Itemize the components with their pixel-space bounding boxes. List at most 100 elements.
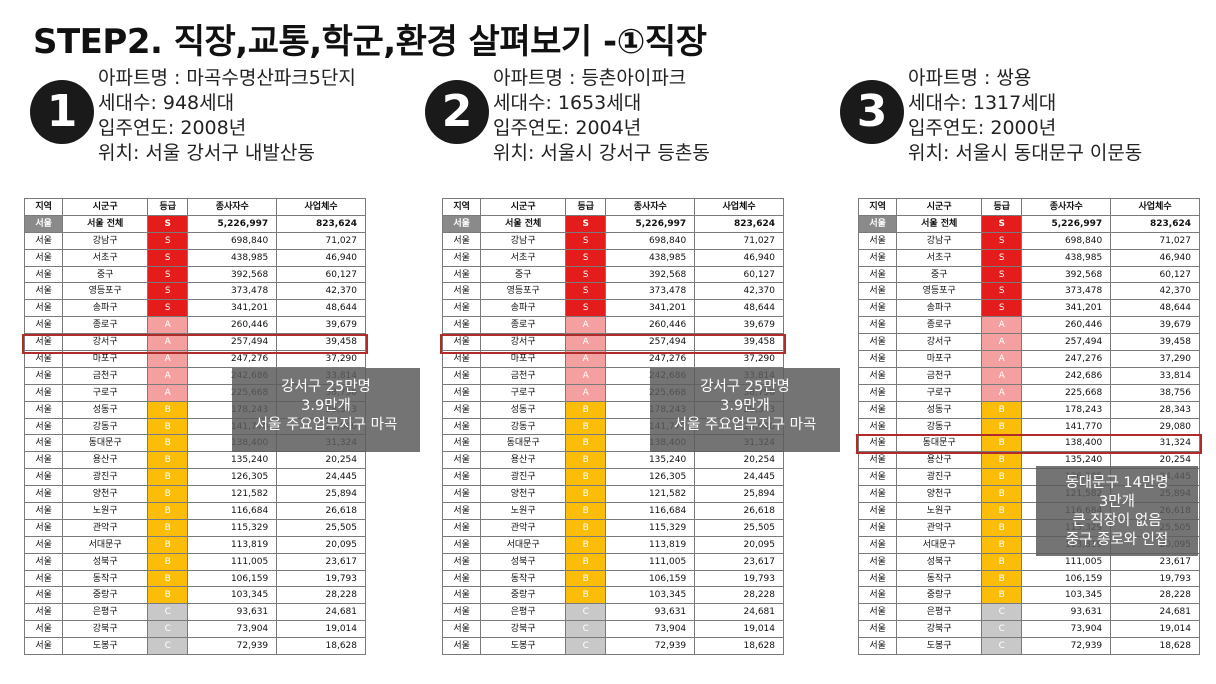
employee-count-cell: 72,939 [1021,637,1112,656]
grade-cell: S [565,299,607,318]
employee-count-cell: 135,240 [605,451,696,470]
business-count-cell: 19,793 [1110,569,1200,588]
business-count-cell: 37,290 [276,350,366,368]
table-row: 서울 서초구 S 438,985 46,940 [441,248,784,267]
employee-count-cell: 247,276 [1021,350,1112,368]
grade-cell: S [147,282,189,301]
district-cell: 은평구 [480,603,567,622]
region-cell: 서울 [857,552,898,571]
grade-cell: A [147,333,189,352]
employment-table-3: 지역 시군구 등급 종사자수 사업체수 서울 서울 전체 S 5,226,997 823,624 서… [857,198,1200,656]
region-cell: 서울 [23,552,64,571]
region-cell: 서울 [23,282,64,301]
grade-cell: B [981,535,1023,554]
apartment-name: 아파트명 : 등촌아이파크 [493,67,687,89]
business-count-cell: 19,014 [276,620,366,639]
district-cell: 서초구 [896,248,983,267]
region-cell: 서울 [23,586,64,605]
table-row: 서울 종로구 A 260,446 39,679 [441,316,784,335]
district-cell: 용산구 [896,451,983,470]
note-line: 동대문구 14만명 [1065,475,1169,491]
note-line: 서울 주요업무지구 마곡 [673,417,817,433]
district-cell: 서초구 [480,248,567,267]
district-cell: 중랑구 [480,586,567,605]
business-count-cell: 24,681 [1110,603,1200,622]
location: 위치: 서울 강서구 내발산동 [98,142,315,164]
employee-count-cell: 115,329 [187,518,278,537]
employee-count-cell: 392,568 [605,265,696,284]
district-cell: 은평구 [62,603,149,622]
grade-cell: S [565,282,607,301]
grade-cell: B [147,434,189,453]
table-header-row: 지역 시군구 등급 종사자수 사업체수 [23,198,366,216]
region-cell: 서울 [23,299,64,318]
district-cell: 금천구 [896,366,983,385]
district-cell: 강북구 [62,620,149,639]
grade-cell: C [147,637,189,656]
apartment-info-1: 1 아파트명 : 마곡수명산파크5단지 세대수: 948세대 입주연도: 200… [30,66,410,170]
district-cell: 동대문구 [62,434,149,453]
grade-cell: B [147,518,189,537]
region-cell: 서울 [857,282,898,301]
grade-cell: B [565,535,607,554]
business-count-cell: 48,644 [1110,299,1200,318]
district-cell: 용산구 [62,451,149,470]
note-line: 중구,종로와 인접 [1065,532,1169,548]
grade-cell: A [147,366,189,385]
grade-cell: B [565,502,607,520]
grade-cell: B [981,502,1023,520]
business-count-cell: 39,679 [1110,316,1200,335]
region-cell: 서울 [857,485,898,504]
employee-count-cell: 106,159 [1021,569,1112,588]
business-count-cell: 39,458 [1110,333,1200,352]
grade-cell: B [147,552,189,571]
grade-cell: C [565,620,607,639]
table-row: 서울 용산구 B 135,240 20,254 [23,451,366,470]
grade-cell: A [565,383,607,402]
business-count-cell: 23,617 [276,552,366,571]
grade-cell: B [565,552,607,571]
note-line: 강서구 25만명 [281,379,371,395]
table-row: 서울 마포구 A 247,276 37,290 [441,350,784,368]
district-cell: 관악구 [896,518,983,537]
district-cell: 강서구 [62,333,149,352]
district-cell: 성북구 [62,552,149,571]
district-cell: 노원구 [896,502,983,520]
district-cell: 송파구 [62,299,149,318]
table-row: 서울 서울 전체 S 5,226,997 823,624 [23,214,366,233]
employee-count-cell: 373,478 [187,282,278,301]
employee-count-cell: 178,243 [1021,400,1112,419]
grade-cell: C [981,620,1023,639]
grade-cell: S [147,265,189,284]
region-cell: 서울 [857,333,898,352]
district-cell: 관악구 [62,518,149,537]
region-cell: 서울 [23,535,64,554]
employee-count-cell: 106,159 [605,569,696,588]
column-header: 지역 [441,198,482,216]
business-count-cell: 25,894 [276,485,366,504]
table-row: 서울 송파구 S 341,201 48,644 [857,299,1200,318]
grade-cell: S [981,299,1023,318]
region-cell: 서울 [441,451,482,470]
grade-cell: S [981,282,1023,301]
business-count-cell: 26,618 [276,502,366,520]
region-cell: 서울 [23,434,64,453]
note-line: 3.9만개 [720,398,770,414]
grade-cell: A [981,366,1023,385]
table-row: 서울 중랑구 B 103,345 28,228 [857,586,1200,605]
region-cell: 서울 [23,603,64,622]
grade-cell: B [565,451,607,470]
employee-count-cell: 438,985 [187,248,278,267]
grade-cell: S [981,214,1023,233]
region-cell: 서울 [857,434,898,453]
employee-count-cell: 5,226,997 [187,214,278,233]
move-in-year: 입주연도: 2004년 [493,117,642,139]
employee-count-cell: 103,345 [1021,586,1112,605]
employee-count-cell: 373,478 [1021,282,1112,301]
district-cell: 동작구 [896,569,983,588]
district-cell: 성동구 [896,400,983,419]
region-cell: 서울 [857,586,898,605]
